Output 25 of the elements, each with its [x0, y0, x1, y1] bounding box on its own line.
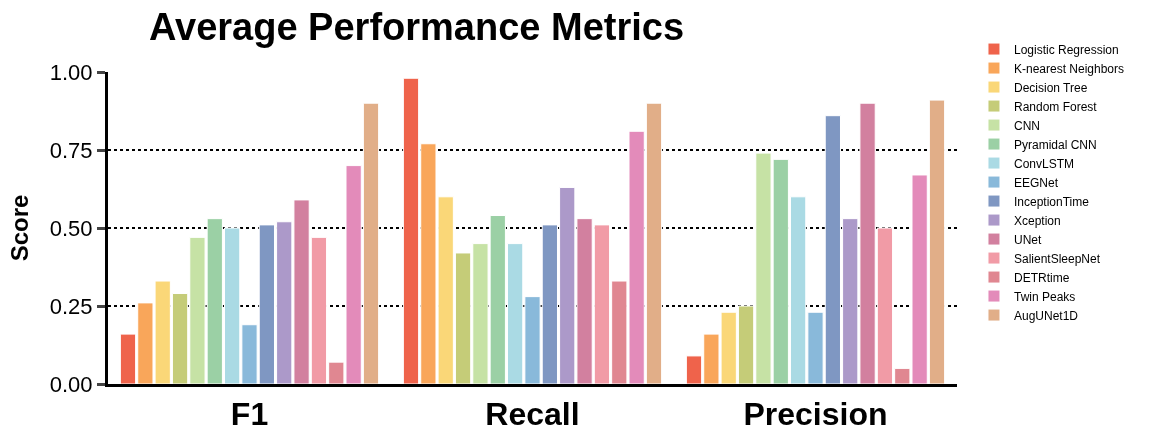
x-tick-label: Recall: [485, 396, 580, 433]
legend-label: Decision Tree: [1013, 80, 1088, 95]
y-tick-label: 0.50: [49, 215, 93, 241]
legend-label: InceptionTime: [1013, 194, 1090, 209]
legend-label: AugUNet1D: [1013, 308, 1079, 323]
legend-label: Xception: [1013, 213, 1061, 228]
x-tick-label: Precision: [743, 396, 888, 433]
y-tick-label: 0.25: [49, 293, 93, 319]
legend-label: Twin Peaks: [1013, 289, 1076, 304]
y-tick-label: 0.75: [49, 137, 93, 163]
x-tick-label: F1: [230, 396, 269, 433]
y-tick-label: 1.00: [49, 59, 93, 85]
legend-label: DETRtime: [1013, 270, 1070, 285]
legend-label: CNN: [1013, 118, 1040, 133]
legend-label: ConvLSTM: [1013, 156, 1075, 171]
legend-label: Logistic Regression: [1013, 42, 1119, 57]
legend-label: EEGNet: [1013, 175, 1059, 190]
legend-label: SalientSleepNet: [1013, 251, 1101, 266]
legend-label: Pyramidal CNN: [1013, 137, 1097, 152]
y-axis-title: Score: [5, 194, 33, 262]
chart-title: Average Performance Metrics: [148, 5, 685, 48]
legend-label: Random Forest: [1013, 99, 1098, 114]
y-tick-label: 0.00: [49, 371, 93, 397]
legend-label: UNet: [1013, 232, 1042, 247]
legend-label: K-nearest Neighbors: [1013, 61, 1125, 76]
